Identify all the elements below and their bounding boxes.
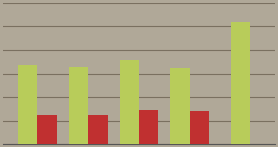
Bar: [69, 67, 88, 144]
Bar: [231, 22, 250, 144]
Bar: [88, 115, 108, 144]
Bar: [38, 115, 57, 144]
Bar: [190, 111, 209, 144]
Bar: [18, 65, 38, 144]
Bar: [139, 110, 158, 144]
Bar: [120, 60, 139, 144]
Bar: [170, 68, 190, 144]
